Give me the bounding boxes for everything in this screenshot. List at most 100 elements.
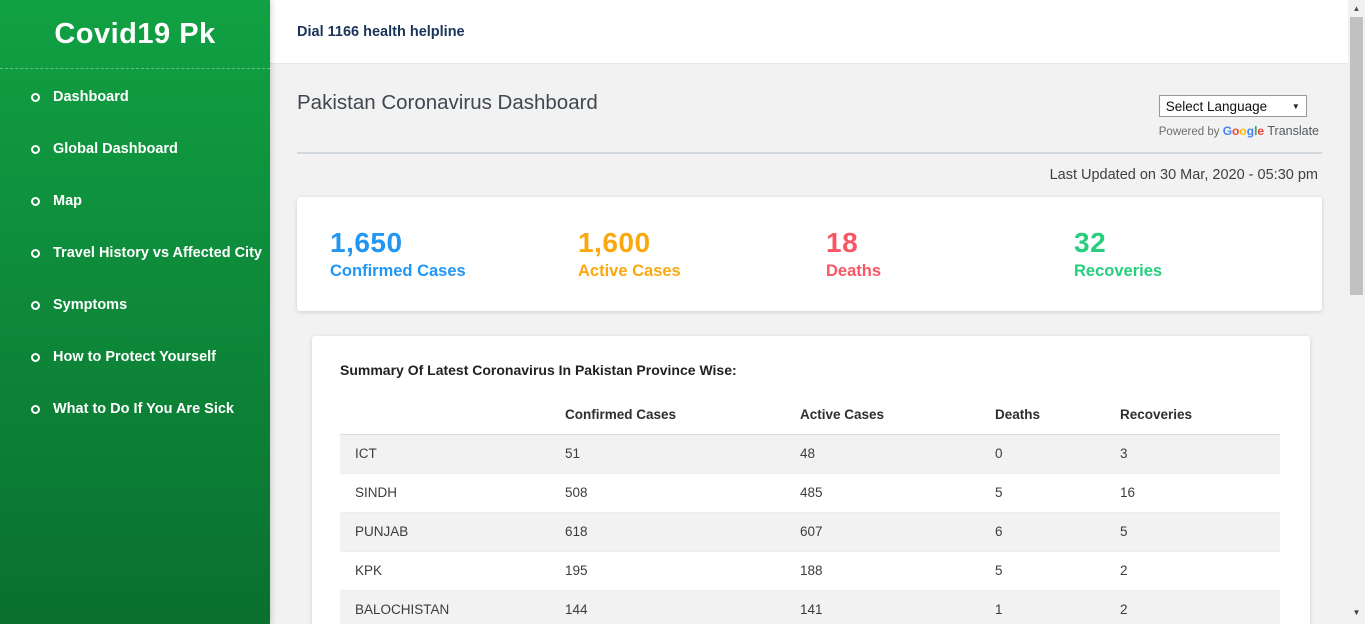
stat-value: 1,650 xyxy=(330,227,403,258)
language-select[interactable]: Select Language ▼ xyxy=(1158,95,1307,117)
cell-confirmed: 508 xyxy=(565,473,800,513)
sidebar-item-symptoms[interactable]: Symptoms xyxy=(0,279,270,331)
circle-icon xyxy=(31,352,40,362)
sidebar-item-map[interactable]: Map xyxy=(0,175,270,227)
stat-label: Recoveries xyxy=(1074,262,1163,280)
last-updated-text: Last Updated on 30 Mar, 2020 - 05:30 pm xyxy=(1049,167,1318,183)
table-title: Summary Of Latest Coronavirus In Pakista… xyxy=(340,362,737,378)
language-widget: Select Language ▼ Powered by Google Tran… xyxy=(1158,95,1319,138)
language-select-value: Select Language xyxy=(1165,98,1268,114)
column-header-province xyxy=(340,396,565,435)
scroll-up-arrow-icon[interactable]: ▲ xyxy=(1352,4,1361,13)
circle-icon xyxy=(31,92,40,102)
cell-confirmed: 144 xyxy=(565,590,800,624)
cell-recoveries: 16 xyxy=(1120,473,1280,513)
stat-confirmed-cases: 1,650 Confirmed Cases xyxy=(330,227,578,281)
table-row-ict: ICT 51 48 0 3 xyxy=(340,434,1280,474)
cell-recoveries: 2 xyxy=(1120,590,1280,624)
sidebar-item-dashboard[interactable]: Dashboard xyxy=(0,71,270,123)
sidebar-item-global-dashboard[interactable]: Global Dashboard xyxy=(0,123,270,175)
sidebar-item-label: Dashboard xyxy=(53,89,129,105)
app-logo: Covid19 Pk xyxy=(0,0,270,69)
cell-deaths: 5 xyxy=(995,473,1120,513)
stat-label: Deaths xyxy=(826,262,882,280)
page-content: Pakistan Coronavirus Dashboard Select La… xyxy=(270,65,1348,624)
column-header-confirmed: Confirmed Cases xyxy=(565,396,800,435)
cell-deaths: 5 xyxy=(995,551,1120,591)
google-letter: o xyxy=(1239,124,1247,138)
vertical-scrollbar[interactable]: ▲ ▼ xyxy=(1348,0,1365,624)
cell-province: KPK xyxy=(340,551,565,591)
circle-icon xyxy=(31,248,40,258)
page-title: Pakistan Coronavirus Dashboard xyxy=(297,91,598,114)
google-letter: g xyxy=(1246,124,1255,138)
cell-active: 48 xyxy=(800,434,995,474)
sidebar-item-travel-history[interactable]: Travel History vs Affected City xyxy=(0,227,270,279)
column-header-deaths: Deaths xyxy=(995,396,1120,435)
cell-recoveries: 2 xyxy=(1120,551,1280,591)
google-letter: G xyxy=(1222,124,1233,138)
cell-province: SINDH xyxy=(340,473,565,513)
cell-confirmed: 195 xyxy=(565,551,800,591)
page-header: Pakistan Coronavirus Dashboard Select La… xyxy=(270,65,1348,152)
cell-confirmed: 51 xyxy=(565,434,800,474)
circle-icon xyxy=(31,196,40,206)
cell-active: 485 xyxy=(800,473,995,513)
stats-card: 1,650 Confirmed Cases 1,600 Active Cases… xyxy=(297,197,1322,311)
province-table: Confirmed Cases Active Cases Deaths Reco… xyxy=(340,396,1280,624)
cell-deaths: 6 xyxy=(995,512,1120,552)
main-area: Dial 1166 health helpline Pakistan Coron… xyxy=(270,0,1348,624)
top-bar: Dial 1166 health helpline xyxy=(270,0,1348,64)
table-row-kpk: KPK 195 188 5 2 xyxy=(340,551,1280,591)
stat-value: 18 xyxy=(826,227,859,258)
circle-icon xyxy=(31,300,40,310)
table-row-sindh: SINDH 508 485 5 16 xyxy=(340,473,1280,513)
sidebar-item-label: Map xyxy=(53,193,82,209)
scrollbar-thumb[interactable] xyxy=(1350,17,1363,295)
cell-active: 607 xyxy=(800,512,995,552)
cell-recoveries: 5 xyxy=(1120,512,1280,552)
sidebar-item-how-to-protect[interactable]: How to Protect Yourself xyxy=(0,331,270,383)
scroll-down-arrow-icon[interactable]: ▼ xyxy=(1352,608,1361,617)
cell-deaths: 0 xyxy=(995,434,1120,474)
cell-province: PUNJAB xyxy=(340,512,565,552)
google-logo-text: Google xyxy=(1223,124,1264,138)
header-divider xyxy=(297,152,1322,154)
circle-icon xyxy=(31,144,40,154)
province-summary-card: Summary Of Latest Coronavirus In Pakista… xyxy=(312,336,1310,624)
stat-deaths: 18 Deaths xyxy=(826,227,1074,281)
column-header-recoveries: Recoveries xyxy=(1120,396,1280,435)
circle-icon xyxy=(31,404,40,414)
sidebar-item-label: What to Do If You Are Sick xyxy=(53,401,234,417)
stat-recoveries: 32 Recoveries xyxy=(1074,227,1322,281)
column-header-active: Active Cases xyxy=(800,396,995,435)
sidebar: Covid19 Pk Dashboard Global Dashboard Ma… xyxy=(0,0,270,624)
sidebar-item-label: Travel History vs Affected City xyxy=(53,245,262,261)
helpline-text: Dial 1166 health helpline xyxy=(297,23,465,40)
powered-by-text: Powered by xyxy=(1158,126,1223,138)
table-header-row: Confirmed Cases Active Cases Deaths Reco… xyxy=(340,396,1280,435)
stat-label: Confirmed Cases xyxy=(330,262,466,280)
cell-active: 188 xyxy=(800,551,995,591)
sidebar-nav: Dashboard Global Dashboard Map Travel Hi… xyxy=(0,69,270,435)
cell-active: 141 xyxy=(800,590,995,624)
translate-text: Translate xyxy=(1264,124,1319,138)
google-letter: l xyxy=(1254,124,1258,138)
stat-value: 32 xyxy=(1074,227,1107,258)
sidebar-item-what-to-do-if-sick[interactable]: What to Do If You Are Sick xyxy=(0,383,270,435)
stat-label: Active Cases xyxy=(578,262,681,280)
cell-recoveries: 3 xyxy=(1120,434,1280,474)
cell-deaths: 1 xyxy=(995,590,1120,624)
powered-by-google-translate: Powered by Google Translate xyxy=(1159,124,1319,138)
sidebar-item-label: Symptoms xyxy=(53,297,128,313)
cell-province: BALOCHISTAN xyxy=(340,590,565,624)
google-letter: o xyxy=(1232,124,1240,138)
table-row-balochistan: BALOCHISTAN 144 141 1 2 xyxy=(340,590,1280,624)
cell-province: ICT xyxy=(340,434,565,474)
stat-value: 1,600 xyxy=(578,227,651,258)
chevron-down-icon: ▼ xyxy=(1291,101,1300,111)
sidebar-item-label: Global Dashboard xyxy=(53,141,178,157)
cell-confirmed: 618 xyxy=(565,512,800,552)
stat-active-cases: 1,600 Active Cases xyxy=(578,227,826,281)
